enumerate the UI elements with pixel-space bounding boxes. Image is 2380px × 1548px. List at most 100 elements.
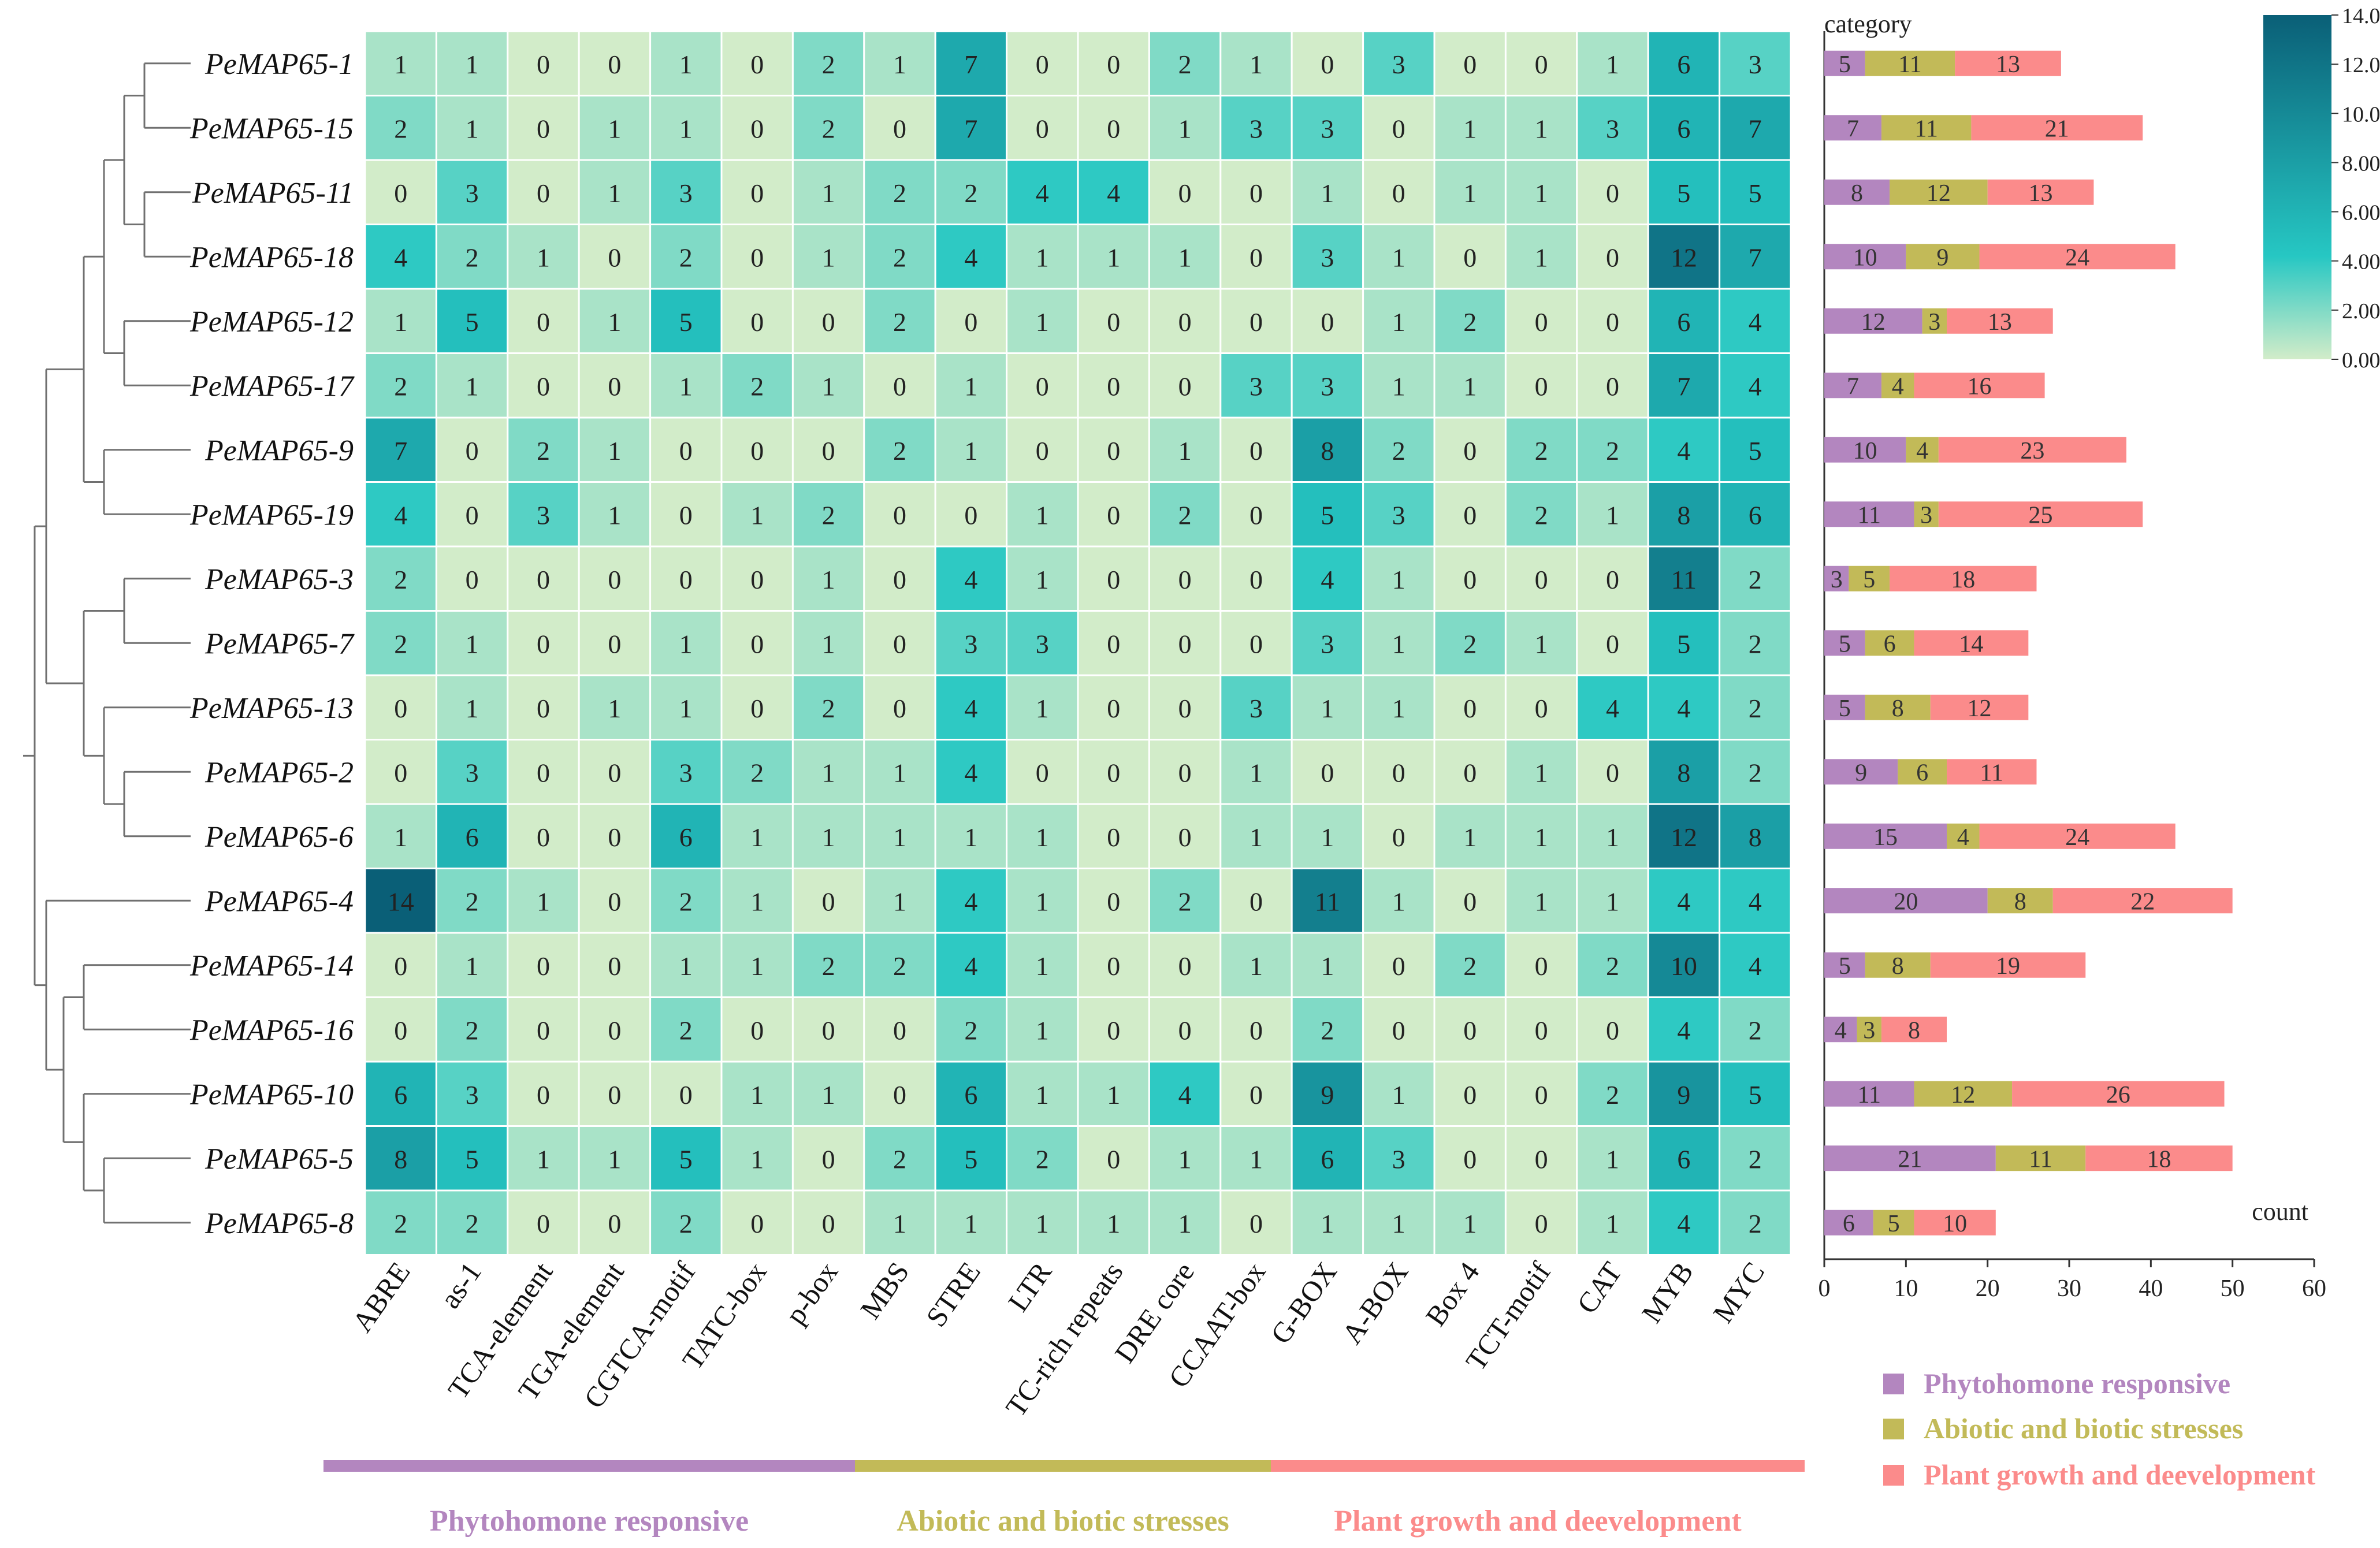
cell-value: 1 [608, 694, 621, 723]
cell-value: 0 [1535, 565, 1548, 594]
heatmap-cell [364, 1189, 437, 1256]
bar-segment [1906, 437, 1939, 463]
bar-segment [1824, 630, 1865, 656]
cell-value: 0 [1535, 694, 1548, 723]
heatmap-cell [1504, 545, 1578, 612]
bar-segment-label: 13 [1996, 51, 2020, 78]
heatmap-cell [1504, 416, 1578, 483]
cell-value: 1 [1463, 371, 1477, 401]
cell-value: 0 [1107, 307, 1120, 337]
cell-value: 2 [822, 500, 835, 530]
heatmap-cell [1647, 674, 1721, 740]
cell-value: 2 [750, 758, 764, 787]
heatmap-cell [720, 224, 794, 290]
heatmap-cell [1291, 1189, 1364, 1256]
heatmap-cell [364, 352, 437, 419]
cell-value: 1 [679, 50, 693, 79]
cell-value: 0 [893, 1080, 906, 1110]
cell-value: 1 [1178, 1144, 1192, 1174]
cell-value: 2 [1749, 565, 1762, 594]
cell-value: 0 [1107, 629, 1120, 658]
bar-x-tick-label: 0 [1819, 1275, 1831, 1302]
cell-value: 3 [1250, 694, 1263, 723]
bar-segment-label: 3 [1863, 1017, 1875, 1044]
cell-value: 2 [1749, 1144, 1762, 1174]
cell-value: 0 [1392, 114, 1405, 143]
cell-value: 3 [466, 758, 479, 787]
cell-value: 5 [679, 307, 693, 337]
heatmap-cell [934, 224, 1008, 290]
heatmap-cell [364, 30, 437, 96]
heatmap-cell [1219, 1125, 1293, 1192]
heatmap-cell [720, 288, 794, 354]
heatmap-cell [720, 932, 794, 998]
cell-value: 1 [822, 371, 835, 401]
heatmap-cell [1006, 610, 1079, 676]
bar-segment [1824, 115, 1881, 141]
cell-value: 0 [679, 436, 693, 466]
bar-x-tick-label: 40 [2139, 1275, 2163, 1302]
bar-segment [1914, 1081, 2013, 1107]
heatmap-cell [1433, 1189, 1507, 1256]
cell-value: 4 [964, 565, 977, 594]
cell-value: 0 [822, 436, 835, 466]
cell-value: 0 [1606, 307, 1619, 337]
heatmap-cell [1362, 739, 1436, 805]
cell-value: 0 [1250, 307, 1263, 337]
heatmap-cell [934, 803, 1008, 869]
cell-value: 3 [1321, 629, 1334, 658]
bar-segment [1881, 373, 1914, 399]
cell-value: 0 [1250, 500, 1263, 530]
cell-value: 2 [1749, 629, 1762, 658]
cell-value: 0 [1463, 1015, 1477, 1045]
heatmap-cell [1291, 996, 1364, 1063]
heatmap-cell [1291, 416, 1364, 483]
heatmap-cell [863, 288, 936, 354]
bar-segment-label: 7 [1847, 373, 1859, 400]
heatmap-cell [1719, 1189, 1792, 1256]
cell-value: 0 [750, 243, 764, 272]
heatmap-cell [1504, 996, 1578, 1063]
cell-value: 2 [679, 887, 693, 916]
cell-value: 3 [1606, 114, 1619, 143]
cell-value: 1 [1535, 114, 1548, 143]
bar-segment [1898, 759, 1947, 785]
cell-value: 6 [394, 1080, 407, 1110]
column-label: LTR [1002, 1256, 1058, 1317]
heatmap-cell [934, 95, 1008, 161]
heatmap-cell [649, 996, 723, 1063]
bar-segment-label: 11 [1980, 760, 2003, 786]
cell-value: 1 [1392, 887, 1405, 916]
cell-value: 0 [679, 500, 693, 530]
cell-value: 0 [608, 243, 621, 272]
bar-segment-label: 6 [1843, 1211, 1855, 1237]
cell-value: 1 [1606, 823, 1619, 852]
cell-value: 4 [964, 694, 977, 723]
cell-value: 1 [822, 243, 835, 272]
cell-value: 5 [1749, 1080, 1762, 1110]
cell-value: 1 [608, 500, 621, 530]
cell-value: 0 [1036, 758, 1049, 787]
cell-value: 6 [466, 823, 479, 852]
cell-value: 2 [964, 1015, 977, 1045]
cell-value: 1 [537, 1144, 550, 1174]
row-label: PeMAP65-3 [204, 563, 354, 596]
colorbar-tick-label: 14.00 [2342, 4, 2380, 28]
bar-segment-label: 13 [2029, 180, 2053, 207]
row-label: PeMAP65-8 [204, 1207, 354, 1240]
cell-value: 0 [1463, 565, 1477, 594]
cell-value: 1 [1036, 565, 1049, 594]
cell-value: 0 [822, 1015, 835, 1045]
cell-value: 1 [1392, 371, 1405, 401]
cell-value: 0 [1463, 694, 1477, 723]
heatmap-cell [1576, 1189, 1649, 1256]
column-label: Box 4 [1419, 1256, 1486, 1332]
cell-value: 3 [1321, 371, 1334, 401]
heatmap-cell [435, 1060, 509, 1127]
cell-value: 0 [394, 1015, 407, 1045]
cell-value: 3 [1250, 114, 1263, 143]
cell-value: 2 [893, 307, 906, 337]
cell-value: 12 [1671, 823, 1697, 852]
cell-value: 0 [893, 565, 906, 594]
cell-value: 1 [1036, 951, 1049, 981]
